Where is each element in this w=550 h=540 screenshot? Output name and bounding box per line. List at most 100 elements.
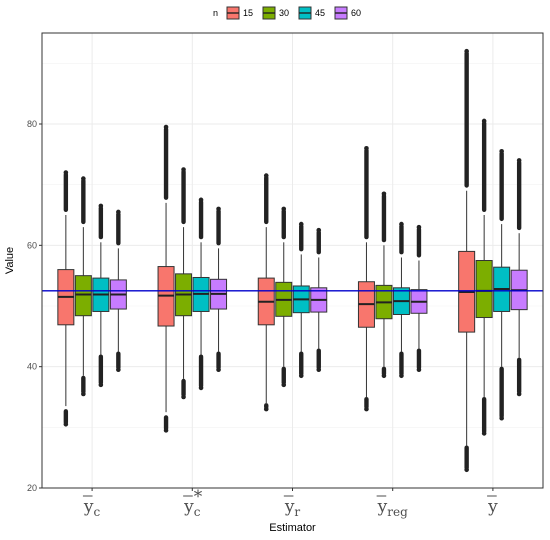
- outliers-high: [481, 120, 487, 212]
- outliers-high: [163, 127, 169, 200]
- outliers-high: [381, 193, 387, 243]
- outliers-low: [364, 397, 369, 410]
- outliers-low: [81, 375, 86, 394]
- outliers-high: [516, 160, 522, 231]
- outliers-low: [98, 354, 104, 385]
- outlier-point: [464, 467, 469, 473]
- y-tick-label: 80: [27, 119, 37, 129]
- legend-item-15: 15: [226, 6, 253, 20]
- y-axis-ticks: 20 40 60 80: [27, 119, 42, 493]
- outlier-point: [281, 206, 287, 212]
- outlier-point: [98, 203, 104, 209]
- outlier-point: [416, 224, 422, 230]
- y-tick-label: 20: [27, 483, 37, 493]
- legend-item-30: 30: [262, 6, 289, 20]
- y-axis-title: Value: [4, 247, 16, 274]
- outliers-low: [399, 351, 404, 376]
- outliers-high: [464, 51, 469, 188]
- outlier-point: [499, 415, 504, 421]
- outlier-point: [481, 431, 487, 436]
- box-1-n60: [210, 206, 228, 373]
- y-tick-label: 60: [27, 240, 37, 250]
- box-1-n45: [192, 197, 210, 391]
- outlier-point: [198, 385, 204, 391]
- outlier-point: [181, 167, 186, 172]
- outlier-point: [263, 406, 269, 412]
- outliers-low: [481, 397, 487, 434]
- box-body: [475, 260, 493, 319]
- outlier-point: [364, 145, 369, 151]
- outlier-point: [298, 221, 304, 227]
- outlier-point: [81, 391, 86, 397]
- box-3-n45: [392, 221, 410, 379]
- outliers-high: [281, 208, 286, 240]
- outliers-low: [198, 354, 204, 388]
- box-3-n30: [375, 191, 393, 379]
- outlier-point: [481, 118, 487, 124]
- outlier-point: [399, 221, 404, 227]
- outliers-low: [316, 348, 321, 370]
- outlier-point: [181, 394, 186, 400]
- x-tick-label: yc: [183, 497, 201, 519]
- x-tick-label: yreg: [377, 497, 408, 519]
- outlier-point: [464, 48, 469, 54]
- outliers-low: [381, 366, 387, 376]
- outlier-point: [163, 428, 169, 433]
- outlier-point: [281, 382, 287, 388]
- outlier-point: [216, 367, 221, 373]
- outlier-point: [116, 209, 121, 215]
- outliers-high: [116, 211, 121, 246]
- outliers-high: [364, 148, 369, 240]
- legend-label: 60: [351, 8, 361, 18]
- box-4-n15: [458, 48, 476, 473]
- outlier-point: [499, 149, 504, 154]
- outliers-low: [216, 351, 221, 370]
- legend-label: 15: [243, 8, 253, 18]
- outliers-high: [98, 205, 104, 240]
- outliers-high: [181, 169, 186, 225]
- outliers-low: [281, 366, 286, 385]
- outlier-point: [316, 367, 322, 373]
- box-0-n15: [57, 170, 75, 427]
- outlier-point: [399, 373, 404, 379]
- outliers-low: [299, 351, 304, 376]
- outlier-point: [416, 367, 422, 373]
- outliers-low: [464, 445, 469, 470]
- outlier-point: [516, 158, 522, 163]
- outliers-low: [416, 348, 422, 370]
- x-label-superscript: *: [194, 487, 203, 507]
- box-4-n45: [493, 149, 511, 421]
- legend: n 15 30 45 60: [213, 6, 361, 20]
- x-axis-ticks: yc yc* yr yreg y: [82, 487, 498, 519]
- outlier-point: [81, 176, 86, 181]
- x-tick-label: y: [487, 497, 498, 517]
- outlier-point: [116, 367, 121, 373]
- outliers-low: [63, 409, 69, 425]
- outliers-low: [516, 357, 522, 394]
- x-axis-title: Estimator: [269, 522, 316, 534]
- legend-item-60: 60: [334, 6, 361, 20]
- box-2-n15: [257, 173, 275, 412]
- outliers-high: [316, 230, 321, 255]
- legend-title: n: [213, 8, 218, 18]
- outlier-point: [98, 382, 104, 388]
- outliers-low: [499, 366, 504, 419]
- box-body: [74, 275, 92, 317]
- outliers-high: [81, 178, 86, 225]
- legend-label: 45: [315, 8, 325, 18]
- outliers-low: [181, 378, 186, 397]
- outliers-high: [299, 224, 304, 252]
- box-3-n15: [357, 145, 375, 412]
- box-0-n45: [92, 203, 110, 388]
- outliers-high: [198, 199, 204, 240]
- outlier-point: [381, 191, 387, 197]
- box-1-n30: [175, 167, 193, 400]
- box-4-n30: [475, 118, 493, 436]
- outliers-low: [116, 351, 121, 370]
- outlier-point: [263, 173, 269, 178]
- outliers-low: [163, 415, 169, 431]
- outlier-point: [63, 422, 69, 427]
- outlier-point: [63, 170, 69, 175]
